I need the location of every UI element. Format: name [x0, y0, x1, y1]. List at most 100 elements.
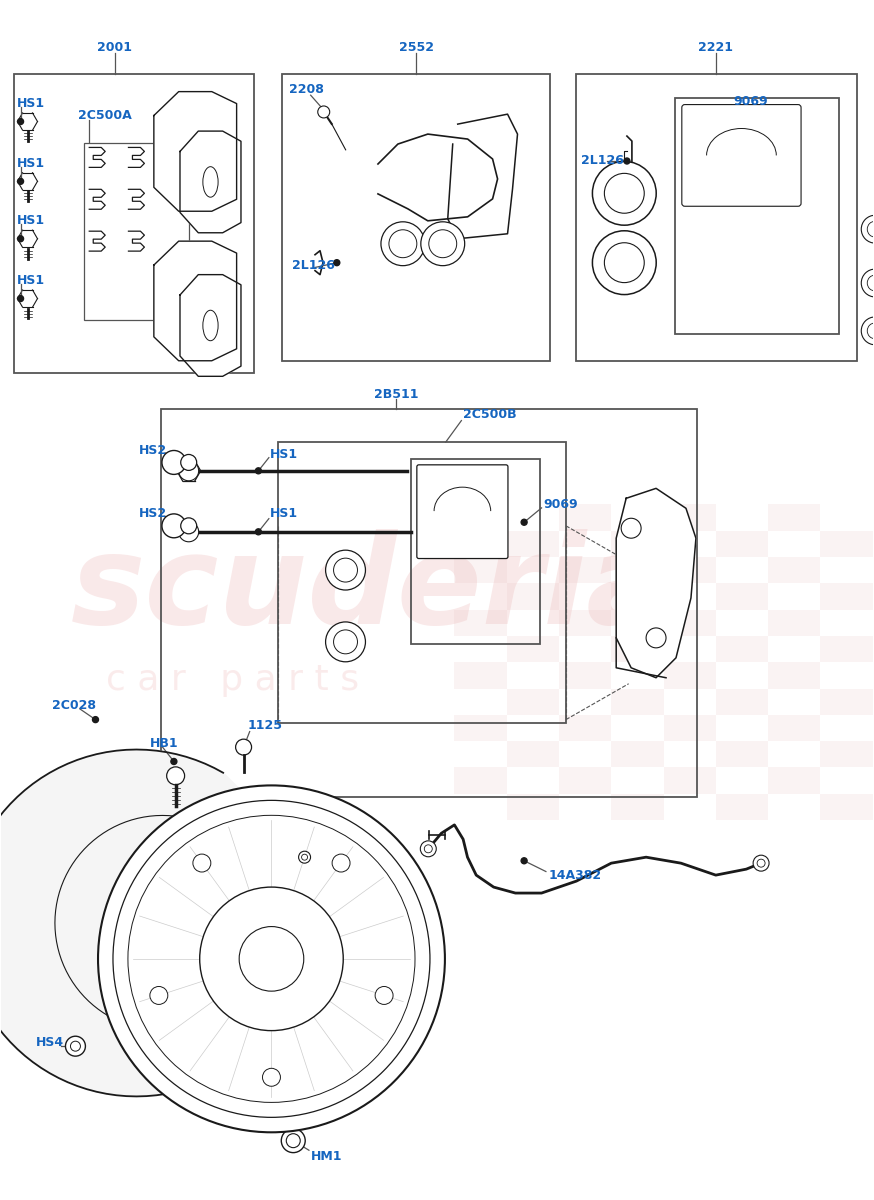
- Text: HS4: HS4: [36, 1036, 65, 1049]
- Bar: [821, 530, 872, 557]
- Polygon shape: [447, 114, 517, 239]
- Bar: [507, 689, 559, 715]
- Circle shape: [420, 222, 465, 265]
- Bar: [559, 715, 611, 742]
- Text: HS1: HS1: [17, 157, 45, 170]
- Circle shape: [181, 518, 197, 534]
- Text: 2221: 2221: [698, 41, 733, 54]
- Bar: [663, 610, 716, 636]
- Bar: [559, 610, 611, 636]
- Polygon shape: [154, 91, 237, 211]
- Bar: [15, 73, 254, 373]
- Circle shape: [381, 222, 425, 265]
- Text: 2001: 2001: [97, 41, 132, 54]
- Bar: [559, 557, 611, 583]
- Text: HS1: HS1: [17, 215, 45, 227]
- Text: HS2: HS2: [139, 444, 167, 457]
- Polygon shape: [55, 816, 270, 1031]
- Circle shape: [66, 1037, 86, 1056]
- Bar: [768, 504, 821, 530]
- Bar: [821, 689, 872, 715]
- Bar: [716, 636, 768, 662]
- Text: 9069: 9069: [544, 498, 578, 511]
- Text: 2C500A: 2C500A: [78, 109, 132, 122]
- Text: 14A382: 14A382: [549, 869, 601, 882]
- Bar: [611, 793, 663, 820]
- Bar: [454, 557, 507, 583]
- FancyBboxPatch shape: [417, 464, 508, 558]
- Circle shape: [17, 119, 24, 125]
- Text: HS1: HS1: [270, 448, 298, 461]
- Bar: [768, 610, 821, 636]
- Bar: [675, 97, 839, 335]
- Bar: [84, 143, 189, 320]
- Circle shape: [236, 739, 252, 755]
- Bar: [454, 662, 507, 689]
- Bar: [716, 583, 768, 610]
- Circle shape: [323, 109, 329, 115]
- Circle shape: [162, 450, 186, 474]
- Circle shape: [185, 523, 191, 529]
- Circle shape: [185, 460, 191, 466]
- Polygon shape: [0, 750, 310, 1097]
- Bar: [768, 768, 821, 793]
- Text: 2C500B: 2C500B: [463, 408, 517, 421]
- Bar: [454, 715, 507, 742]
- Text: HS2: HS2: [139, 508, 167, 521]
- Bar: [411, 458, 540, 644]
- Bar: [507, 530, 559, 557]
- Circle shape: [318, 106, 329, 118]
- Circle shape: [167, 767, 184, 785]
- Circle shape: [375, 986, 393, 1004]
- Bar: [611, 530, 663, 557]
- Text: 2552: 2552: [399, 41, 434, 54]
- Circle shape: [179, 522, 198, 541]
- Circle shape: [181, 455, 197, 470]
- Bar: [576, 73, 857, 361]
- Polygon shape: [378, 134, 497, 221]
- Circle shape: [326, 550, 365, 590]
- Circle shape: [593, 161, 656, 226]
- Bar: [768, 557, 821, 583]
- Circle shape: [281, 1129, 305, 1153]
- FancyBboxPatch shape: [682, 104, 801, 206]
- Bar: [716, 793, 768, 820]
- Circle shape: [861, 215, 874, 244]
- Text: 2C028: 2C028: [52, 698, 96, 712]
- Circle shape: [98, 786, 445, 1133]
- Bar: [821, 583, 872, 610]
- Text: HS3: HS3: [310, 827, 338, 840]
- Circle shape: [593, 230, 656, 294]
- Bar: [663, 557, 716, 583]
- Circle shape: [334, 259, 340, 265]
- Text: HM1: HM1: [310, 1150, 343, 1163]
- Bar: [716, 742, 768, 768]
- Circle shape: [326, 622, 365, 662]
- Bar: [611, 689, 663, 715]
- Circle shape: [73, 1043, 79, 1049]
- Circle shape: [420, 841, 436, 857]
- Polygon shape: [154, 241, 237, 361]
- Text: HB1: HB1: [149, 737, 178, 750]
- Bar: [507, 793, 559, 820]
- Text: 2L126: 2L126: [580, 155, 624, 168]
- Circle shape: [112, 842, 248, 979]
- Text: c a r   p a r t s: c a r p a r t s: [106, 662, 359, 697]
- Bar: [768, 662, 821, 689]
- Text: 9069: 9069: [733, 95, 768, 108]
- Text: HS1: HS1: [270, 508, 298, 521]
- Text: 1125: 1125: [248, 719, 283, 732]
- Circle shape: [861, 317, 874, 344]
- Bar: [611, 742, 663, 768]
- Bar: [663, 768, 716, 793]
- Circle shape: [861, 269, 874, 296]
- Bar: [611, 636, 663, 662]
- Bar: [161, 409, 697, 797]
- Bar: [279, 442, 566, 724]
- Circle shape: [255, 468, 261, 474]
- Text: 2B511: 2B511: [374, 388, 419, 401]
- Text: scuderia: scuderia: [71, 529, 672, 650]
- Circle shape: [17, 235, 24, 241]
- Bar: [663, 662, 716, 689]
- Bar: [821, 636, 872, 662]
